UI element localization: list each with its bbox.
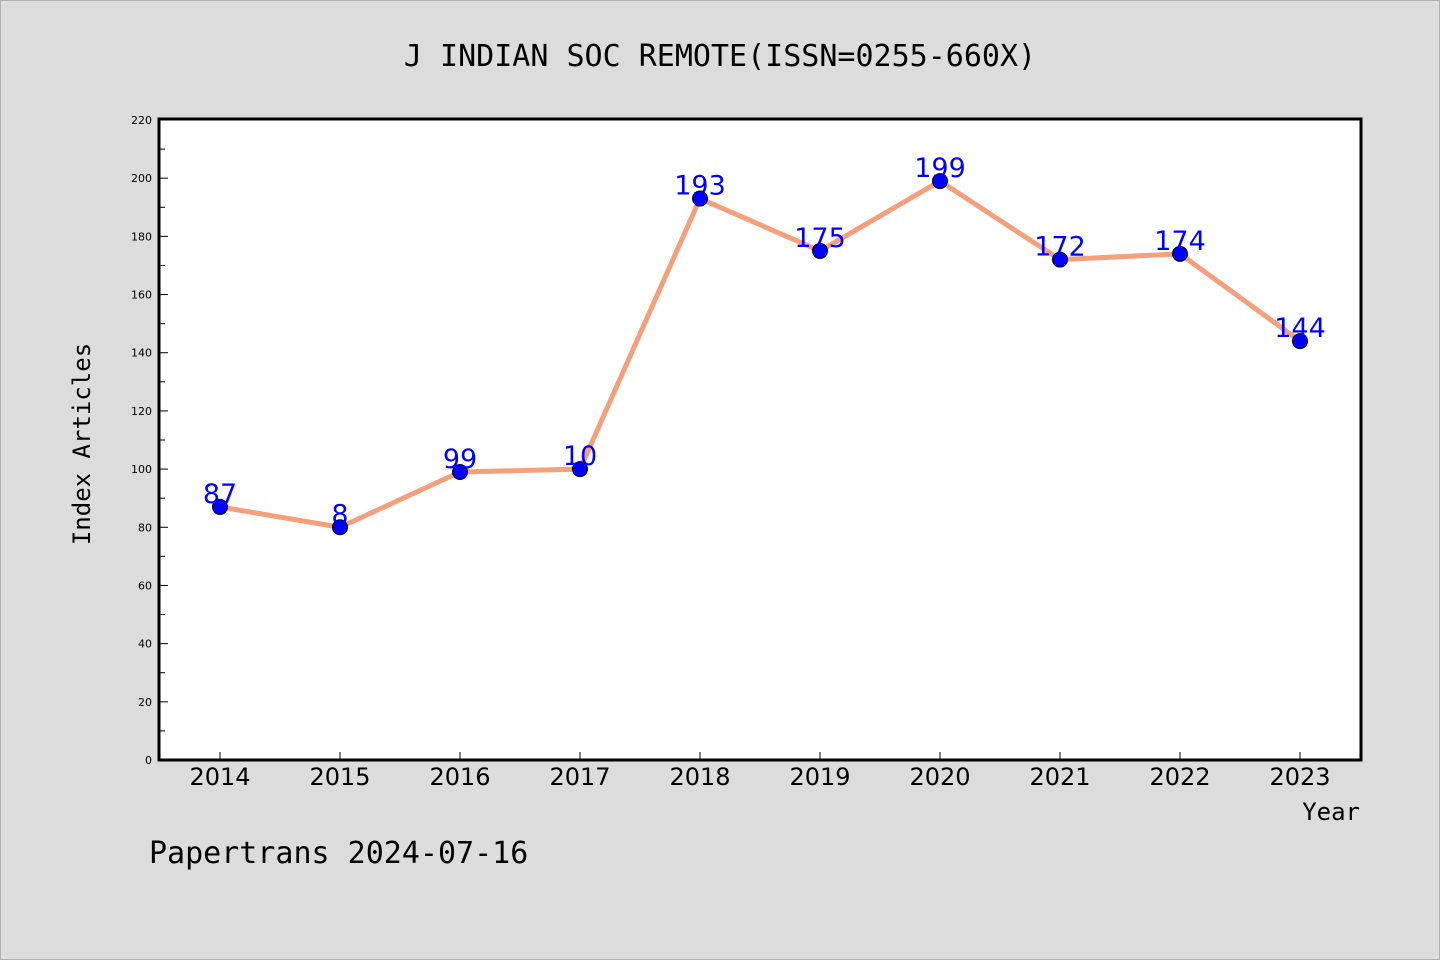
series-line-group xyxy=(217,178,1303,530)
chart-title: J INDIAN SOC REMOTE(ISSN=0255-660X) xyxy=(404,39,1036,74)
y-axis-label: Index Articles xyxy=(68,343,96,545)
data-point-2015 xyxy=(332,519,348,536)
y-tick-label: 20 xyxy=(138,696,152,709)
x-tick-label: 2019 xyxy=(789,763,850,791)
y-tick-label: 200 xyxy=(131,172,152,185)
y-tick-label: 160 xyxy=(131,289,152,302)
footer-text: Papertrans 2024-07-16 xyxy=(149,836,528,871)
data-labels: 87 8 99 10 193 175 199 172 174 144 xyxy=(203,153,1326,530)
x-tick-label: 2016 xyxy=(429,763,490,791)
y-tick-label: 40 xyxy=(138,638,152,651)
data-point-2021 xyxy=(1052,251,1068,268)
data-label-2014: 87 xyxy=(203,479,237,510)
y-tick-label: 140 xyxy=(131,347,152,360)
series-markers xyxy=(212,173,1308,536)
data-label-2015: 8 xyxy=(331,499,348,530)
x-tick-label: 2021 xyxy=(1029,763,1090,791)
data-label-2020: 199 xyxy=(914,153,966,184)
plot-area xyxy=(157,117,1363,762)
data-label-2022: 174 xyxy=(1154,226,1206,257)
x-tick-label: 2020 xyxy=(909,763,970,791)
x-tick-label: 2017 xyxy=(549,763,610,791)
data-point-2014 xyxy=(212,498,228,515)
data-point-2023 xyxy=(1292,333,1308,350)
data-label-2019: 175 xyxy=(794,223,846,254)
series-line xyxy=(217,178,1303,530)
x-tick-label: 2023 xyxy=(1269,763,1330,791)
data-point-2017 xyxy=(572,461,588,478)
y-tick-label: 100 xyxy=(131,463,152,476)
data-point-2018 xyxy=(692,190,708,207)
x-tick-label: 2022 xyxy=(1149,763,1210,791)
data-label-2021: 172 xyxy=(1034,232,1086,263)
data-point-2019 xyxy=(812,242,828,259)
y-tick-label: 220 xyxy=(131,114,152,127)
y-tick-label: 0 xyxy=(145,754,152,767)
data-label-2016: 99 xyxy=(443,444,477,475)
data-label-2017: 10 xyxy=(563,441,597,472)
x-tick-label: 2015 xyxy=(309,763,370,791)
data-point-2022 xyxy=(1172,245,1188,262)
x-axis-ticks: 2014 2015 2016 2017 2018 2019 2020 2021 2022 2023 xyxy=(189,752,1331,791)
data-point-2020 xyxy=(932,173,948,190)
x-axis-label: Year xyxy=(1302,798,1360,826)
y-tick-label: 80 xyxy=(138,521,152,534)
data-point-2016 xyxy=(452,464,468,480)
y-tick-label: 60 xyxy=(138,579,152,592)
x-tick-label: 2018 xyxy=(669,763,730,791)
y-axis-ticks: 0 20 40 60 80 100 120 140 160 180 200 220 xyxy=(131,114,168,767)
y-tick-label: 180 xyxy=(131,230,152,243)
y-tick-label: 120 xyxy=(131,405,152,418)
data-label-2018: 193 xyxy=(674,171,726,202)
x-tick-label: 2014 xyxy=(189,763,250,791)
data-label-2023: 144 xyxy=(1274,313,1326,344)
